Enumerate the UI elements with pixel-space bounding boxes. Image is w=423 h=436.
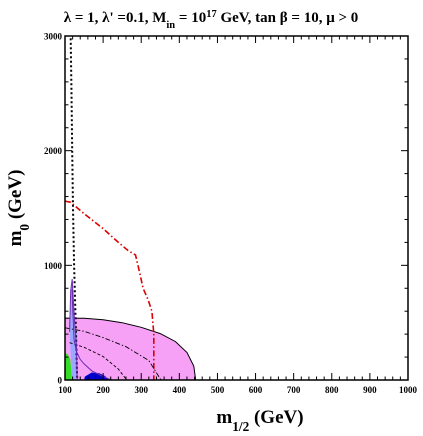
y-tick-label: 0 (58, 376, 63, 386)
plot-frame (64, 35, 409, 381)
x-tick-label: 700 (287, 385, 301, 395)
series-black-dashed (69, 38, 79, 380)
y-axis-title: m0 (GeV) (5, 170, 32, 247)
region-pink (65, 317, 197, 380)
series-black-dashed-inner (69, 342, 128, 380)
series-purple-solid (71, 289, 112, 380)
y-tick-label: 2000 (44, 146, 63, 156)
x-tick-label: 400 (173, 385, 187, 395)
region-green (65, 353, 72, 380)
series-red-dash-dot (65, 200, 155, 380)
axis-ticks (64, 35, 409, 381)
plot-area (65, 38, 197, 380)
y-tick-label: 1000 (44, 261, 63, 271)
y-tick-labels: 0 1000 2000 3000 (44, 32, 63, 386)
x-tick-label: 600 (249, 385, 263, 395)
x-tick-label: 200 (96, 385, 110, 395)
x-tick-labels: 100 200 300 400 500 600 700 800 900 1000 (58, 385, 417, 395)
x-tick-label: 900 (363, 385, 377, 395)
series-black-dashdot-inner (65, 327, 162, 380)
y-tick-label: 3000 (44, 32, 63, 42)
x-tick-label: 500 (211, 385, 225, 395)
x-tick-label: 100 (58, 385, 72, 395)
chart-title: λ = 1, λ' =0.1, Min = 1017 GeV, tan β = … (64, 9, 359, 31)
x-tick-label: 1000 (399, 385, 418, 395)
x-axis-title: m1/2 (GeV) (216, 407, 303, 434)
plot-series-group (65, 38, 197, 380)
series-purple-thin (69, 279, 78, 380)
x-tick-label: 300 (134, 385, 148, 395)
x-tick-label: 800 (325, 385, 339, 395)
